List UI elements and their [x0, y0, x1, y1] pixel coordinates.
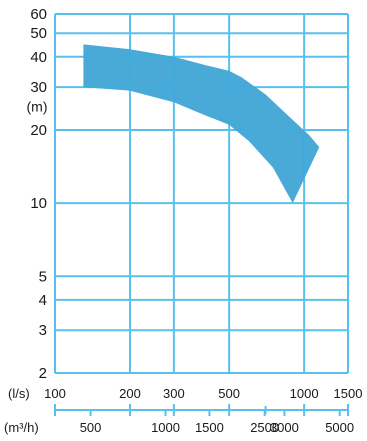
y-tick-label: 50	[30, 25, 47, 42]
x-ls-tick-label: 100	[44, 386, 66, 401]
x-ls-tick-label: 1500	[334, 386, 363, 401]
x-axis-ls: 100 200 300 500 1000 1500	[44, 386, 362, 401]
y-tick-label: 60	[30, 6, 47, 23]
x-axis-m3h-unit: (m³/h)	[4, 420, 39, 435]
performance-band	[83, 44, 320, 204]
x-m3h-tick-label: 1500	[195, 420, 224, 435]
y-tick-label: 2	[39, 365, 47, 382]
y-axis-unit: (m)	[27, 98, 48, 114]
x-ls-tick-label: 300	[163, 386, 185, 401]
y-tick-label: 30	[30, 79, 47, 96]
x-axis-ls-unit: (l/s)	[8, 386, 30, 401]
x-ls-tick-label: 1000	[290, 386, 319, 401]
x-m3h-tick-label: 1000	[151, 420, 180, 435]
y-tick-label: 20	[30, 122, 47, 139]
y-axis: 60 50 40 30 20 10 5 4 3 2	[30, 6, 47, 382]
y-tick-label: 10	[30, 195, 47, 212]
performance-area	[83, 44, 320, 204]
y-tick-label: 5	[39, 268, 47, 285]
grid-front	[54, 13, 349, 374]
x-ls-tick-label: 500	[218, 386, 240, 401]
x-m3h-tick-label: 3000	[270, 420, 299, 435]
y-tick-label: 40	[30, 49, 47, 66]
x-m3h-tick-label: 5000	[325, 420, 354, 435]
y-tick-label: 3	[39, 322, 47, 339]
x-m3h-tick-label: 2500	[250, 420, 279, 435]
x-ls-tick-label: 200	[119, 386, 141, 401]
x-m3h-tick-label: 500	[80, 420, 102, 435]
y-tick-label: 4	[39, 292, 47, 309]
